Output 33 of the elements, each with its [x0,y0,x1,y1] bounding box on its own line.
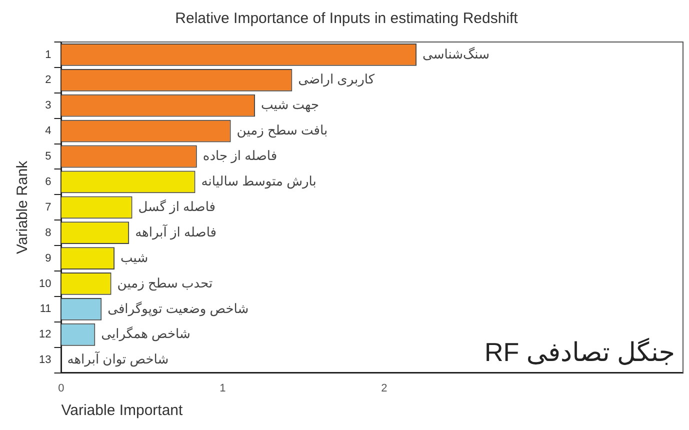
x-axis-title: Variable Important [61,402,184,420]
y-tick-label: 5 [45,150,52,163]
y-tick-label: 6 [45,176,52,188]
annotation: سنگ‌شناسی [422,46,490,62]
y-axis-title: Variable Rank [14,160,32,254]
annotation: جهت شیب [261,97,320,114]
annotation: بارش متوسط سالیانه [201,174,316,190]
annotation: شاخص همگرایی [101,326,190,342]
y-tick-label: 10 [38,278,52,290]
y-tick-label: 2 [45,74,52,86]
x-tick-label: 2 [381,382,388,394]
y-tick-label: 13 [38,354,52,366]
annotation: تحدب سطح زمین [117,275,213,292]
y-tick-label: 1 [45,48,52,61]
y-tick-label: 4 [45,125,52,138]
y-tick-label: 12 [38,328,52,341]
chart-title: Relative Importance of Inputs in estimating Redshift [175,10,519,28]
y-tick-label: 7 [45,201,52,214]
annotation: شاخص توان آبراهه [67,350,169,368]
annotation: کاربری اراضی [298,72,376,88]
annotation: شاخص وضعیت توپوگرافی [108,300,249,317]
x-tick-label: 1 [220,382,226,394]
y-tick-label: 11 [40,303,52,316]
x-tick-label: 0 [58,382,64,394]
annotation: بافت سطح زمین [236,122,328,139]
annotation: شیب [120,250,148,265]
annotation: فاصله از گسل [138,198,216,215]
y-tick-label: 9 [45,252,52,264]
annotation: جنگل تصادفی RF [484,336,675,367]
annotation: فاصله از جاده [202,148,278,164]
y-tick-label: 8 [45,226,52,239]
annotation: فاصله از آبراهه [135,223,217,240]
y-tick-label: 3 [45,100,52,112]
